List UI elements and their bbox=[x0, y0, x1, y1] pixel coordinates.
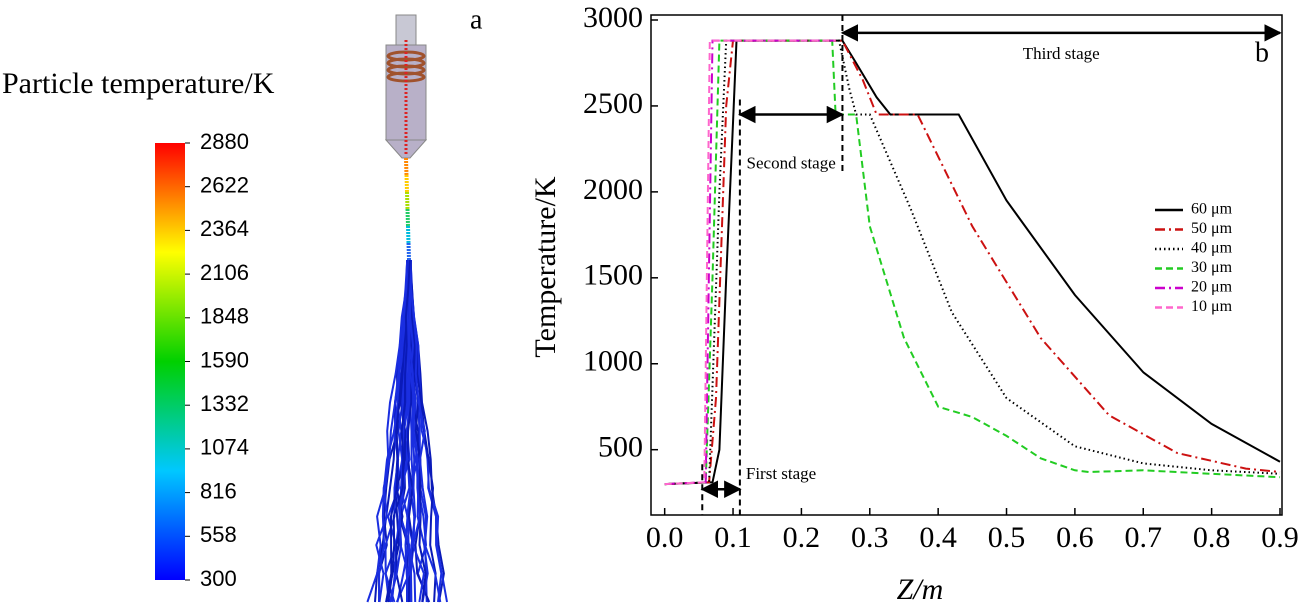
trajectory-segment bbox=[406, 225, 411, 244]
trajectory-segment bbox=[406, 242, 411, 261]
trajectory bbox=[378, 259, 409, 603]
series-line bbox=[664, 39, 1281, 486]
y-tick-label: 500 bbox=[598, 431, 643, 464]
series-line bbox=[664, 39, 1281, 486]
y-tick-label: 3000 bbox=[583, 1, 643, 34]
legend-label: 50 μm bbox=[1191, 220, 1233, 237]
colorbar-tick-label: 2622 bbox=[200, 173, 249, 198]
colorbar-tick-label: 2364 bbox=[200, 216, 249, 241]
stage-label: Second stage bbox=[747, 153, 836, 172]
colorbar-tick-label: 816 bbox=[200, 478, 237, 503]
legend-label: 20 μm bbox=[1191, 279, 1233, 296]
x-tick-label: 0.8 bbox=[1193, 521, 1231, 554]
colorbar-tick-label: 1590 bbox=[200, 347, 249, 372]
plot-frame bbox=[650, 14, 1283, 516]
x-tick-label: 0.3 bbox=[851, 521, 889, 554]
stage-label: First stage bbox=[746, 464, 816, 483]
trajectory-segment bbox=[404, 157, 409, 176]
legend-label: 30 μm bbox=[1191, 259, 1233, 276]
series-line bbox=[664, 39, 1281, 486]
trajectory-segment bbox=[405, 191, 410, 210]
trajectory-segment bbox=[404, 174, 409, 193]
trajectory bbox=[366, 259, 412, 603]
x-tick-label: 0.6 bbox=[1056, 521, 1094, 554]
stage-label: Third stage bbox=[1023, 44, 1100, 63]
trajectory bbox=[408, 259, 417, 603]
trajectory bbox=[409, 259, 442, 603]
colorbar-title: Particle temperature/K bbox=[2, 67, 275, 100]
x-tick-label: 0.1 bbox=[714, 521, 752, 554]
trajectory bbox=[408, 259, 427, 603]
trajectory bbox=[388, 259, 410, 603]
legend-label: 40 μm bbox=[1191, 240, 1233, 257]
colorbar bbox=[155, 143, 185, 580]
colorbar-tick-label: 558 bbox=[200, 522, 237, 547]
colorbar-tick-label: 1848 bbox=[200, 304, 249, 329]
series-line bbox=[664, 39, 1281, 486]
x-tick-label: 0.7 bbox=[1125, 521, 1163, 554]
legend-label: 60 μm bbox=[1191, 201, 1233, 218]
colorbar-tick-label: 300 bbox=[200, 566, 237, 591]
colorbar-tick-label: 1332 bbox=[200, 391, 249, 416]
colorbar-tick-label: 2880 bbox=[200, 129, 249, 154]
y-tick-label: 1500 bbox=[583, 259, 643, 292]
trajectory-segment bbox=[405, 208, 410, 227]
x-tick-label: 0.2 bbox=[783, 521, 821, 554]
x-tick-label: 0.9 bbox=[1261, 521, 1299, 554]
y-tick-label: 2000 bbox=[583, 173, 643, 206]
colorbar-tick-label: 1074 bbox=[200, 435, 249, 460]
panel-label: b bbox=[1255, 37, 1269, 68]
y-tick-label: 1000 bbox=[583, 345, 643, 378]
trajectories bbox=[366, 157, 448, 603]
colorbar-tick-label: 2106 bbox=[200, 260, 249, 285]
x-tick-label: 0.4 bbox=[919, 521, 957, 554]
series-line bbox=[664, 39, 836, 486]
legend-label: 10 μm bbox=[1191, 298, 1233, 315]
x-tick-label: 0.5 bbox=[988, 521, 1026, 554]
x-axis-label: Z/m bbox=[897, 573, 944, 606]
trajectory bbox=[387, 259, 411, 603]
y-tick-label: 2500 bbox=[583, 87, 643, 120]
x-tick-label: 0.0 bbox=[646, 521, 684, 554]
y-axis-label: Temperature/K bbox=[529, 176, 562, 357]
series-line bbox=[664, 39, 836, 486]
panel-label: a bbox=[470, 4, 483, 35]
nozzle bbox=[384, 14, 428, 159]
